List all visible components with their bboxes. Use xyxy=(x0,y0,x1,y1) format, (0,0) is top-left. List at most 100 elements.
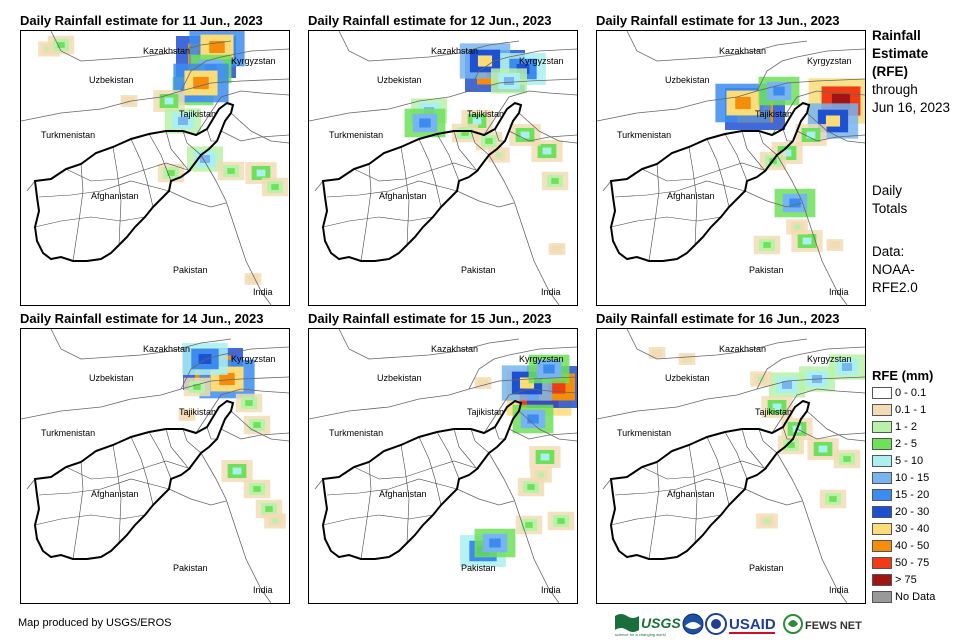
country-borders xyxy=(21,329,289,603)
map-label-turkmenistan: Turkmenistan xyxy=(329,428,383,438)
province-boundary xyxy=(453,428,478,470)
legend-swatch xyxy=(872,438,892,450)
province-boundary xyxy=(782,426,793,440)
rainfall-map: Kazakhstan Kyrgyzstan Uzbekistan Tajikistan… xyxy=(596,328,866,604)
rain-cell xyxy=(461,130,469,136)
usaid-logo: USAID xyxy=(729,616,776,634)
province-boundary xyxy=(724,133,748,182)
map-label-tajikistan: Tajikistan xyxy=(467,407,504,417)
rain-cell xyxy=(772,403,782,411)
data-source-note: Data: NOAA- RFE2.0 xyxy=(872,243,918,297)
rain-cell xyxy=(193,384,201,390)
province-boundary xyxy=(724,431,748,480)
rainfall-map: Kazakhstan Kyrgyzstan Uzbekistan Tajikistan… xyxy=(308,30,578,306)
province-boundary xyxy=(706,436,730,506)
map-label-kyrgyzstan: Kyrgyzstan xyxy=(807,354,852,364)
svg-text:science for a changing world: science for a changing world xyxy=(615,632,666,637)
map-label-india: India xyxy=(829,287,849,297)
province-boundary xyxy=(353,162,480,182)
province-boundary xyxy=(165,428,190,470)
rain-cell xyxy=(184,413,190,417)
province-boundary xyxy=(322,514,434,526)
rainfall-map: Kazakhstan Kyrgyzstan Uzbekistan Tajikistan… xyxy=(308,328,578,604)
panel-title: Daily Rainfall estimate for 11 Jun., 202… xyxy=(20,13,263,28)
rain-cell xyxy=(527,414,539,424)
legend-label: 2 - 5 xyxy=(895,438,918,450)
legend-label: 5 - 10 xyxy=(895,455,924,467)
map-panel-12-jun: Daily Rainfall estimate for 12 Jun., 202… xyxy=(308,12,578,306)
rainfall-pixels xyxy=(715,76,865,255)
province-boundary xyxy=(688,146,698,246)
panel-title: Daily Rainfall estimate for 15 Jun., 202… xyxy=(308,311,552,326)
legend-swatch xyxy=(872,574,892,586)
legend-label: No Data xyxy=(895,591,936,603)
province-boundary xyxy=(148,431,172,480)
rain-cell xyxy=(520,131,530,139)
province-boundary xyxy=(453,130,478,172)
map-label-pakistan: Pakistan xyxy=(173,563,208,573)
country-borders xyxy=(21,31,289,305)
rain-cell xyxy=(654,351,660,355)
rain-cell xyxy=(542,147,552,155)
panel-title: Daily Rainfall estimate for 16 Jun., 202… xyxy=(596,311,840,326)
rain-cell xyxy=(477,55,493,67)
panel-title: Daily Rainfall estimate for 12 Jun., 202… xyxy=(308,13,552,28)
province-boundary xyxy=(706,138,730,208)
map-label-pakistan: Pakistan xyxy=(749,265,784,275)
province-boundary xyxy=(112,146,122,246)
map-label-turkmenistan: Turkmenistan xyxy=(329,130,383,140)
map-label-pakistan: Pakistan xyxy=(173,265,208,275)
rain-cell xyxy=(818,445,828,453)
panel-title: Daily Rainfall estimate for 13 Jun., 202… xyxy=(596,13,840,28)
legend-swatch xyxy=(872,557,892,569)
map-canvas: Kazakhstan Kyrgyzstan Uzbekistan Tajikistan… xyxy=(597,31,865,305)
map-label-afghanistan: Afghanistan xyxy=(667,191,715,201)
rain-cell xyxy=(781,381,793,389)
province-boundary xyxy=(38,180,170,198)
legend-label: 15 - 20 xyxy=(895,489,930,501)
province-boundary xyxy=(614,180,746,198)
province-boundary xyxy=(418,436,442,506)
afghanistan-outline xyxy=(609,101,811,262)
province-boundary xyxy=(758,130,778,156)
map-label-kyrgyzstan: Kyrgyzstan xyxy=(519,56,564,66)
legend-label: 40 - 50 xyxy=(895,540,930,552)
rain-cell xyxy=(832,243,838,247)
map-label-uzbekistan: Uzbekistan xyxy=(377,75,422,85)
province-boundary xyxy=(165,130,190,172)
map-label-kyrgyzstan: Kyrgyzstan xyxy=(519,354,564,364)
rain-cell xyxy=(519,377,535,389)
map-label-pakistan: Pakistan xyxy=(461,563,496,573)
rain-cell xyxy=(245,400,253,406)
map-label-tajikistan: Tajikistan xyxy=(179,109,216,119)
legend-title: RFE (mm) xyxy=(872,368,934,383)
rain-cell xyxy=(735,96,751,110)
usgs-logo: USGS science for a changing world xyxy=(615,614,681,637)
province-boundary xyxy=(494,128,505,142)
country-borders xyxy=(597,329,865,603)
rain-cell xyxy=(250,277,256,281)
map-label-afghanistan: Afghanistan xyxy=(379,489,427,499)
rain-cell xyxy=(540,453,550,461)
country-borders xyxy=(597,31,865,305)
rain-cell xyxy=(843,456,851,462)
agency-logos: USGS science for a changing world USAID … xyxy=(613,610,863,638)
legend-swatch xyxy=(872,523,892,535)
legend-label: 10 - 15 xyxy=(895,472,930,484)
province-boundary xyxy=(470,428,490,454)
rain-cell xyxy=(554,247,560,251)
credit-text: Map produced by USGS/EROS xyxy=(18,617,172,629)
rain-cell xyxy=(527,484,535,490)
rain-cell xyxy=(485,138,493,144)
legend-swatch xyxy=(872,455,892,467)
map-label-tajikistan: Tajikistan xyxy=(467,109,504,119)
province-boundary xyxy=(470,130,490,156)
rain-cell xyxy=(543,364,555,374)
daily-line1: Daily xyxy=(872,183,903,198)
province-boundary xyxy=(353,460,480,480)
rain-cell xyxy=(256,169,266,177)
afghanistan-outline xyxy=(609,399,811,560)
province-boundary xyxy=(182,130,202,156)
province-boundary xyxy=(648,461,660,560)
rain-cell xyxy=(232,467,242,475)
